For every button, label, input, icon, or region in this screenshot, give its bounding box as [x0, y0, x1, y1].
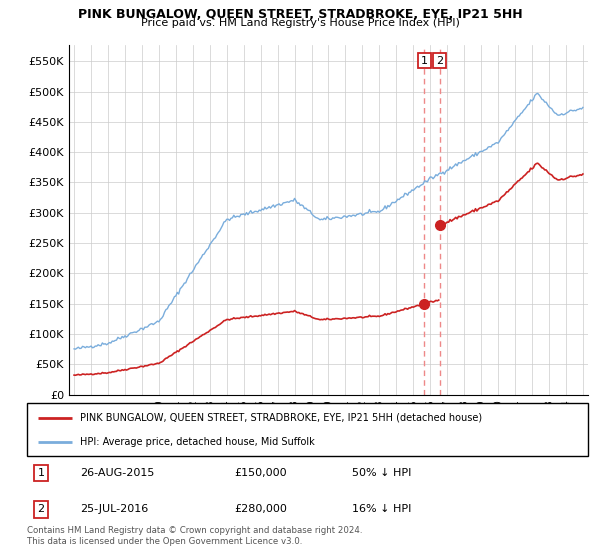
Text: HPI: Average price, detached house, Mid Suffolk: HPI: Average price, detached house, Mid …: [80, 437, 315, 447]
Text: £280,000: £280,000: [235, 505, 287, 515]
Text: PINK BUNGALOW, QUEEN STREET, STRADBROKE, EYE, IP21 5HH (detached house): PINK BUNGALOW, QUEEN STREET, STRADBROKE,…: [80, 413, 482, 423]
Text: 1: 1: [38, 468, 44, 478]
Text: Contains HM Land Registry data © Crown copyright and database right 2024.
This d: Contains HM Land Registry data © Crown c…: [27, 526, 362, 546]
Text: 26-AUG-2015: 26-AUG-2015: [80, 468, 155, 478]
Text: 2: 2: [436, 55, 443, 66]
Text: 25-JUL-2016: 25-JUL-2016: [80, 505, 149, 515]
Text: PINK BUNGALOW, QUEEN STREET, STRADBROKE, EYE, IP21 5HH: PINK BUNGALOW, QUEEN STREET, STRADBROKE,…: [77, 8, 523, 21]
Text: 2: 2: [37, 505, 44, 515]
Text: 1: 1: [421, 55, 428, 66]
Text: 16% ↓ HPI: 16% ↓ HPI: [352, 505, 412, 515]
Text: Price paid vs. HM Land Registry's House Price Index (HPI): Price paid vs. HM Land Registry's House …: [140, 18, 460, 29]
Text: £150,000: £150,000: [235, 468, 287, 478]
Text: 50% ↓ HPI: 50% ↓ HPI: [352, 468, 412, 478]
